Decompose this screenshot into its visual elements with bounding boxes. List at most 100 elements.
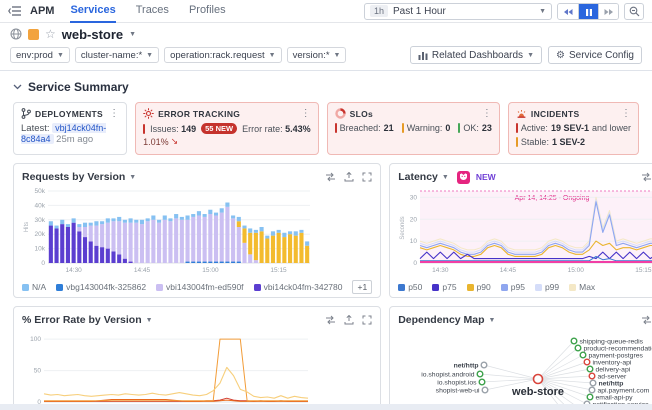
latency-chart[interactable]: Apr 14, 14:25 - Ongoing010203014:3014:45… xyxy=(398,186,652,274)
service-node-label[interactable]: ad-server xyxy=(598,373,627,380)
pause-button[interactable] xyxy=(578,4,598,20)
legend-more-chip[interactable]: +1 xyxy=(352,280,372,294)
tab-services[interactable]: Services xyxy=(70,0,115,23)
service-node[interactable] xyxy=(590,380,596,386)
time-backward-button[interactable] xyxy=(558,4,578,20)
split-graph-icon[interactable] xyxy=(325,172,336,182)
legend-item[interactable]: vbg143004fk-325862 xyxy=(56,282,146,292)
split-graph-icon[interactable] xyxy=(641,315,652,325)
chart-title-caret-icon[interactable]: ▼ xyxy=(442,174,449,181)
kebab-menu-icon[interactable]: ⋮ xyxy=(621,109,631,119)
kebab-menu-icon[interactable]: ⋮ xyxy=(301,109,311,119)
issues-status-bar xyxy=(143,124,145,134)
fullscreen-icon[interactable] xyxy=(362,172,372,182)
legend-item[interactable]: vbi143004fm-ed590f xyxy=(156,282,244,292)
svg-text:30k: 30k xyxy=(35,217,46,224)
service-node-label[interactable]: io.shopist.android xyxy=(421,371,474,378)
service-node[interactable] xyxy=(571,338,577,344)
service-node[interactable] xyxy=(587,394,593,400)
apm-nav-label[interactable]: APM xyxy=(30,5,54,17)
service-node[interactable] xyxy=(575,345,581,351)
service-node[interactable] xyxy=(589,373,595,379)
slos-card[interactable]: SLOs ⋮ Breached:21 Warning:0 OK:23 xyxy=(327,102,500,155)
fullscreen-icon[interactable] xyxy=(362,315,372,325)
service-node-label[interactable]: net/http xyxy=(454,362,479,369)
filter-env[interactable]: env:prod▼ xyxy=(10,47,70,63)
service-node-label[interactable]: notification-service xyxy=(593,401,650,404)
service-node-label[interactable]: shipping-queue-redis xyxy=(580,338,644,345)
filter-row: env:prod▼ cluster-name:*▼ operation:rack… xyxy=(0,45,652,71)
kebab-menu-icon[interactable]: ⋮ xyxy=(109,109,119,119)
legend-item[interactable]: p95 xyxy=(501,282,525,292)
service-node-label[interactable]: product-recommendation-lite xyxy=(584,345,652,352)
stable-incidents: 1 SEV-2 xyxy=(552,137,585,147)
export-icon[interactable] xyxy=(344,172,354,182)
legend-item[interactable]: p90 xyxy=(467,282,491,292)
filter-version[interactable]: version:*▼ xyxy=(287,47,347,63)
service-config-button[interactable]: ⚙ Service Config xyxy=(548,46,642,64)
legend-item[interactable]: N/A xyxy=(22,282,46,292)
service-node-label[interactable]: email-api-py xyxy=(596,394,634,401)
legend-item[interactable]: Max xyxy=(569,282,595,292)
service-node-label[interactable]: api.payment.com xyxy=(598,387,650,394)
incidents-card[interactable]: INCIDENTS ⋮ Active:19 SEV-1and lower Sta… xyxy=(508,102,639,155)
time-range-picker[interactable]: 1h Past 1 Hour ▼ xyxy=(364,3,552,20)
svg-text:10: 10 xyxy=(410,238,418,245)
time-shift-controls xyxy=(557,3,619,20)
service-node[interactable] xyxy=(584,359,590,365)
svg-text:Seconds: Seconds xyxy=(400,216,406,239)
error-rate-chart-card: % Error Rate by Version ▼ 05010014:3014:… xyxy=(13,306,381,404)
kebab-menu-icon[interactable]: ⋮ xyxy=(482,109,492,119)
service-node-label[interactable]: inventory-api xyxy=(593,359,632,366)
error-tracking-card[interactable]: ERROR TRACKING ⋮ Issues: 149 55 NEW Erro… xyxy=(135,102,319,155)
chart-title-caret-icon[interactable]: ▼ xyxy=(489,317,496,324)
sidebar-collapse-icon[interactable] xyxy=(8,4,22,18)
svg-text:14:45: 14:45 xyxy=(500,267,517,274)
svg-text:40k: 40k xyxy=(35,202,46,209)
split-graph-icon[interactable] xyxy=(641,172,652,182)
error-rate-by-version-chart[interactable]: 05010014:3014:4515:0015:15 xyxy=(22,329,312,404)
favorite-star-icon[interactable]: ☆ xyxy=(45,29,56,40)
service-node-label[interactable]: payment-postgres xyxy=(589,352,644,359)
dependency-map[interactable]: net/http io.shopist.androidio.shopist.ios… xyxy=(398,329,652,404)
tab-traces[interactable]: Traces xyxy=(136,0,169,23)
watchdog-icon[interactable] xyxy=(457,171,470,184)
svg-text:Apr 14, 14:25 - Ongoing: Apr 14, 14:25 - Ongoing xyxy=(515,195,590,202)
service-node[interactable] xyxy=(584,401,590,404)
service-node[interactable] xyxy=(587,366,593,372)
export-icon[interactable] xyxy=(344,315,354,325)
split-graph-icon[interactable] xyxy=(325,315,336,325)
filter-operation[interactable]: operation:rack.request▼ xyxy=(164,47,281,63)
legend-item[interactable]: p75 xyxy=(432,282,456,292)
legend-item[interactable]: vbi14ck04fm-342780 xyxy=(254,282,343,292)
service-node[interactable] xyxy=(580,352,586,358)
service-node-label[interactable]: shopist-web-ui xyxy=(436,387,480,394)
service-node-label[interactable]: io.shopist.ios xyxy=(437,379,477,386)
chart-title-caret-icon[interactable]: ▼ xyxy=(146,317,153,324)
service-switcher-caret-icon[interactable]: ▼ xyxy=(129,31,136,38)
error-rate-value: 5.43% xyxy=(285,124,311,134)
legend-item[interactable]: p50 xyxy=(398,282,422,292)
service-node[interactable] xyxy=(482,387,488,393)
service-node-label[interactable]: delivery-api xyxy=(596,366,631,373)
legend-item[interactable]: p99 xyxy=(535,282,559,292)
service-summary-header[interactable]: Service Summary xyxy=(0,71,652,99)
center-service-node[interactable] xyxy=(534,375,543,384)
service-node[interactable] xyxy=(479,379,485,385)
chart-title-caret-icon[interactable]: ▼ xyxy=(129,174,136,181)
service-node[interactable] xyxy=(589,387,595,393)
collapse-chevron-icon xyxy=(13,84,22,90)
chevron-down-icon: ▼ xyxy=(57,52,64,59)
service-node[interactable] xyxy=(481,362,487,368)
legend-swatch xyxy=(535,284,542,291)
service-node-label[interactable]: net/http xyxy=(599,380,624,387)
tab-profiles[interactable]: Profiles xyxy=(189,0,226,23)
gear-icon: ⚙ xyxy=(556,50,565,61)
time-forward-button[interactable] xyxy=(598,4,618,20)
related-dashboards-button[interactable]: Related Dashboards▼ xyxy=(410,46,542,64)
requests-by-version-chart[interactable]: 010k20k30k40k50k14:3014:4515:0015:15Hits xyxy=(22,186,312,274)
deployments-card[interactable]: DEPLOYMENTS ⋮ Latest: vbj14ck04fn-8c84a4… xyxy=(13,102,127,155)
service-node[interactable] xyxy=(477,371,483,377)
zoom-out-button[interactable] xyxy=(624,3,644,20)
filter-cluster-name[interactable]: cluster-name:*▼ xyxy=(75,47,159,63)
